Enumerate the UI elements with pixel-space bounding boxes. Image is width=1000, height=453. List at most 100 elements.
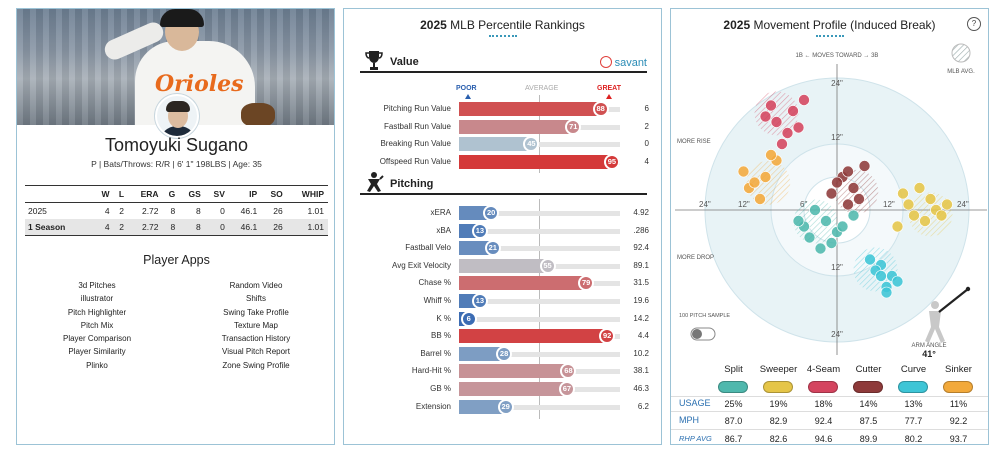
pitch-point[interactable] <box>787 105 799 117</box>
pitch-rhp: 80.2 <box>904 434 923 444</box>
pitch-point[interactable] <box>858 160 871 172</box>
pitch-color-chip[interactable] <box>898 381 928 393</box>
pitch-point[interactable] <box>891 275 904 288</box>
pitch-point[interactable] <box>864 253 876 266</box>
pitch-point[interactable] <box>902 198 915 211</box>
pitch-color-chip[interactable] <box>808 381 838 393</box>
pitch-point[interactable] <box>809 204 821 216</box>
pitch-point[interactable] <box>897 187 909 200</box>
sample-toggle-knob[interactable] <box>692 329 702 339</box>
app-link[interactable]: 3d Pitches <box>78 281 116 290</box>
pitch-point[interactable] <box>798 94 810 106</box>
pitch-point[interactable] <box>820 215 832 227</box>
pitch-point[interactable] <box>748 176 761 189</box>
pitch-point[interactable] <box>853 193 865 205</box>
app-link[interactable]: illustrator <box>80 294 114 304</box>
pitch-point[interactable] <box>792 121 805 134</box>
pitch-point[interactable] <box>842 165 854 178</box>
stats-cell: 2.72 <box>128 219 163 236</box>
poor-marker-icon <box>465 94 471 99</box>
savant-link[interactable]: savant <box>599 56 647 69</box>
pitch-point[interactable] <box>847 182 860 194</box>
app-link[interactable]: Pitch Highlighter <box>67 307 127 317</box>
pitch-color-chip[interactable] <box>718 381 748 393</box>
stats-cell: 2.72 <box>141 206 159 216</box>
percentile-row[interactable]: Avg Exit Velocity 55 89.1 <box>344 257 661 275</box>
pitch-point[interactable] <box>913 182 926 194</box>
pitch-rhp: 93.7 <box>949 434 968 444</box>
pitch-point[interactable] <box>754 193 766 205</box>
percentile-row[interactable]: Breaking Run Value 45 0 <box>344 136 661 153</box>
pitch-point[interactable] <box>781 127 794 139</box>
pitch-point[interactable] <box>875 270 887 282</box>
value-section-label: Value <box>390 56 419 68</box>
pitch-point[interactable] <box>836 220 849 233</box>
pitcher-icon <box>367 172 384 192</box>
app-link[interactable]: Pitch Mix <box>80 320 114 330</box>
stats-table: W L ERA G GS SV IP SO WHIP 2025 4 2 2.72 8 8 0 46.1 26 1.… <box>25 185 328 236</box>
app-link[interactable]: Texture Map <box>233 320 279 330</box>
app-link[interactable]: Swing Take Profile <box>223 307 289 317</box>
pitch-point[interactable] <box>737 165 750 178</box>
percentile-row[interactable]: xERA 20 4.92 <box>344 205 661 222</box>
app-link[interactable]: Plinko <box>86 360 108 370</box>
pitch-point[interactable] <box>803 231 816 244</box>
pitch-mph: 82.9 <box>769 416 788 426</box>
pitch-rhp: 82.6 <box>769 434 788 444</box>
pitch-point[interactable] <box>831 176 843 189</box>
pitch-point[interactable] <box>842 198 854 211</box>
percentile-row[interactable]: GB % 67 46.3 <box>344 381 661 398</box>
percentile-row[interactable]: xBA 13 .286 <box>344 222 661 240</box>
percentile-title: 2025 MLB Percentile Rankings <box>420 18 585 32</box>
percentile-row[interactable]: Chase % 79 31.5 <box>344 275 661 292</box>
pitch-point[interactable] <box>880 286 893 299</box>
pitch-color-chip[interactable] <box>943 381 973 393</box>
app-link[interactable]: Shifts <box>245 294 266 304</box>
pitch-point[interactable] <box>847 209 860 222</box>
percentile-row[interactable]: Offspeed Run Value 95 4 <box>344 153 661 171</box>
pitch-point[interactable] <box>924 193 937 205</box>
app-link[interactable]: Visual Pitch Report <box>222 347 290 357</box>
pitch-point[interactable] <box>792 215 805 227</box>
stats-cell: 8 <box>162 219 180 236</box>
percentile-row[interactable]: Pitching Run Value 88 6 <box>344 101 661 118</box>
help-icon[interactable]: ? <box>967 17 981 31</box>
app-link[interactable]: Random Video <box>229 281 283 290</box>
pitch-point[interactable] <box>825 187 838 200</box>
pitch-color-chip[interactable] <box>763 381 793 393</box>
percentile-row[interactable]: BB % 92 4.4 <box>344 328 661 345</box>
stats-header-1: W <box>94 185 114 203</box>
pitch-point[interactable] <box>935 209 948 222</box>
pitch-point[interactable] <box>765 149 777 161</box>
metric-label: xERA <box>430 208 451 217</box>
app-link[interactable]: Player Similarity <box>68 347 126 357</box>
pitch-usage: 13% <box>904 399 923 409</box>
pitch-point[interactable] <box>814 242 827 255</box>
percentile-row[interactable]: Whiff % 13 19.6 <box>344 293 661 310</box>
pitch-point[interactable] <box>776 138 788 150</box>
pitch-usage: 19% <box>769 399 788 409</box>
percentile-row[interactable]: Fastball Velo 21 92.4 <box>344 240 661 257</box>
percentile-row[interactable]: K % 6 14.2 <box>344 310 661 328</box>
pitch-point[interactable] <box>825 237 838 249</box>
metric-value: 4.92 <box>633 208 649 217</box>
pitch-point[interactable] <box>770 116 783 128</box>
pitch-point[interactable] <box>759 171 772 183</box>
pitch-color-chip[interactable] <box>853 381 883 393</box>
pitch-point[interactable] <box>765 99 777 112</box>
percentile-row[interactable]: Barrel % 28 10.2 <box>344 345 661 363</box>
app-link[interactable]: Zone Swing Profile <box>222 360 290 370</box>
pitch-point[interactable] <box>908 209 920 222</box>
pitch-point[interactable] <box>759 110 772 123</box>
arm-angle-label: ARM ANGLE <box>911 343 946 349</box>
pitch-point[interactable] <box>891 220 904 233</box>
pitch-point[interactable] <box>919 215 931 227</box>
percentile-row[interactable]: Fastball Run Value 71 2 <box>344 118 661 136</box>
app-link[interactable]: Transaction History <box>221 334 291 344</box>
percentile-row[interactable]: Hard-Hit % 68 38.1 <box>344 363 661 380</box>
pitch-point[interactable] <box>941 198 953 211</box>
percentile-bubble: 88 <box>592 101 609 117</box>
percentile-row[interactable]: Extension 29 6.2 <box>344 398 661 416</box>
app-link[interactable]: Player Comparison <box>62 334 132 344</box>
metric-value: 14.2 <box>633 313 649 323</box>
